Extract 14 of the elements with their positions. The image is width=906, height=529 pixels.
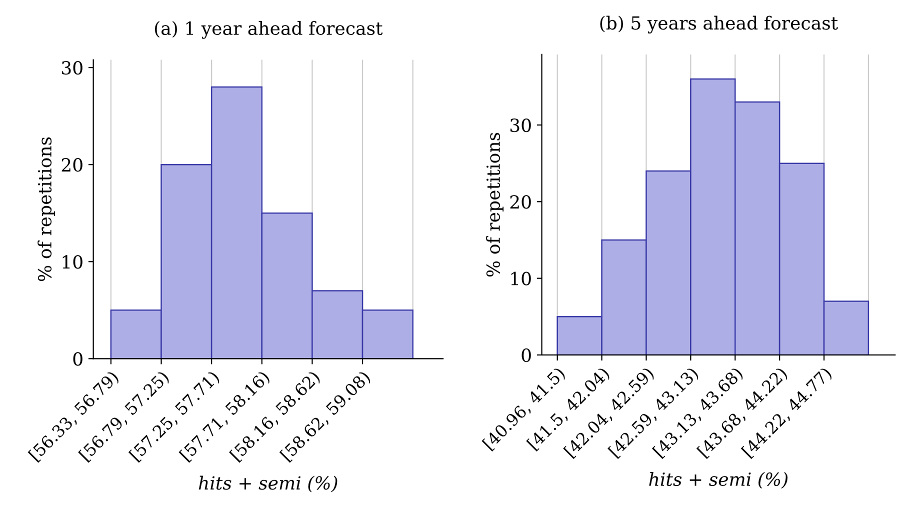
x-axis-title: hits + semi (%) — [198, 476, 338, 492]
chart-title: (a) 1 year ahead forecast — [154, 21, 383, 39]
y-tick-label: 0 — [73, 352, 82, 366]
y-tick-label: 10 — [511, 272, 531, 286]
chart-title: (b) 5 years ahead forecast — [600, 16, 838, 34]
y-tick-label: 20 — [62, 158, 82, 172]
y-tick-label: 30 — [62, 61, 82, 75]
y-tick-label: 30 — [510, 118, 531, 132]
y-axis-title: % of repetitions — [486, 132, 504, 277]
y-axis-title: % of repetitions — [38, 137, 56, 282]
y-tick-label: 10 — [62, 255, 82, 269]
y-tick-label: 20 — [510, 195, 531, 209]
x-axis-title: hits + semi (%) — [649, 472, 788, 489]
y-tick-label: 0 — [522, 348, 531, 362]
